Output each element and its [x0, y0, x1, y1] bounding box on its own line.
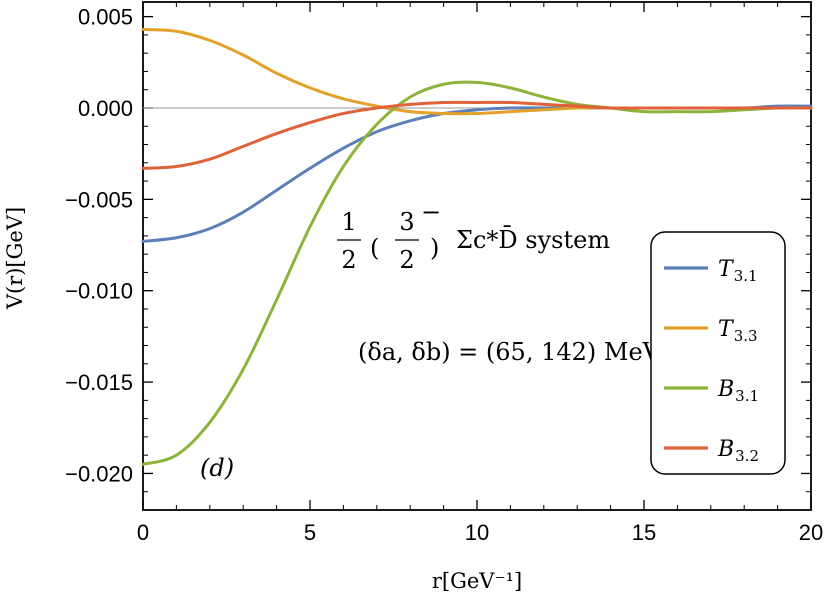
parity-superscript: −: [421, 198, 441, 226]
legend-label: B3.2: [717, 437, 759, 465]
x-tick-label: 10: [465, 520, 489, 545]
x-axis-label: r[GeV⁻¹]: [432, 569, 522, 593]
y-tick-label: 0.005: [78, 5, 133, 30]
annotation-deltas: (δa, δb) = (65, 142) MeV: [358, 338, 661, 366]
y-tick-label: −0.010: [65, 279, 133, 304]
fraction-jp-num: 3: [399, 208, 414, 236]
fraction-half-num: 1: [341, 208, 356, 236]
legend: T3.1 T3.3 B3.1 B3.2: [664, 257, 759, 465]
x-tick-label: 5: [304, 520, 316, 545]
x-tick-label: 0: [137, 520, 149, 545]
system-label: Σc*D̄ system: [456, 226, 610, 254]
y-axis-label: V(r)[GeV]: [3, 207, 27, 310]
legend-label: T3.3: [718, 317, 758, 345]
y-tick-label: 0.000: [78, 96, 133, 121]
series-lines: [141, 27, 813, 466]
series-line-B3-1: [141, 80, 813, 466]
x-axis: 0 5 10 15 20: [137, 2, 823, 545]
legend-label: T3.1: [718, 257, 758, 285]
system-annotation: 12 (32−) Σc*D̄ system: [337, 198, 610, 274]
annotation-panel: (d): [200, 454, 234, 482]
y-tick-label: −0.015: [65, 370, 133, 395]
x-tick-label: 15: [632, 520, 656, 545]
series-line-T3-1: [141, 104, 813, 243]
y-tick-label: −0.020: [65, 461, 133, 486]
legend-label: B3.1: [717, 377, 759, 405]
fraction-half-den: 2: [341, 246, 356, 274]
x-tick-label: 20: [799, 520, 823, 545]
series-line-B3-2: [141, 100, 813, 170]
fraction-jp-den: 2: [399, 246, 414, 274]
y-axis: 0.005 0.000 −0.005 −0.010 −0.015 −0.020: [65, 5, 811, 511]
paren-left: (: [370, 234, 379, 262]
paren-right: ): [430, 234, 439, 262]
legend-box: [650, 231, 786, 475]
y-tick-label: −0.005: [65, 187, 133, 212]
